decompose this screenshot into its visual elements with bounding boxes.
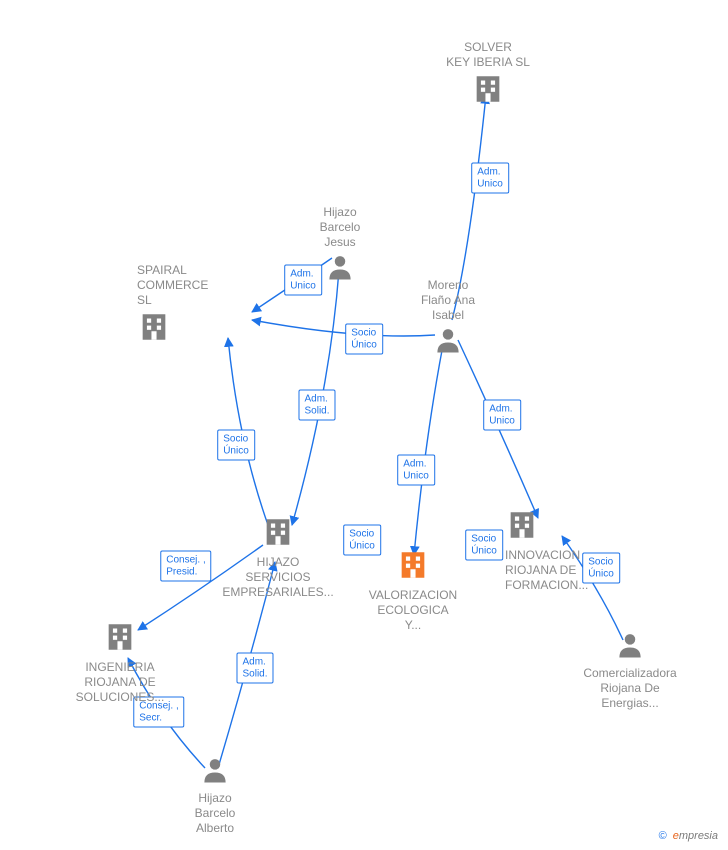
node-label: VALORIZACION ECOLOGICA Y... bbox=[353, 588, 473, 633]
person-node-hijazo_jesus[interactable]: Hijazo Barcelo Jesus bbox=[280, 205, 400, 286]
edges-layer bbox=[0, 0, 728, 850]
building-icon bbox=[471, 95, 505, 109]
edge-label-moreno-innovacion: Adm. Unico bbox=[483, 400, 521, 431]
edge-label-moreno-valorizacion: Adm. Unico bbox=[397, 455, 435, 486]
company-node-hijazo_serv[interactable]: HIJAZO SERVICIOS EMPRESARIALES... bbox=[218, 515, 338, 600]
company-node-spairal[interactable]: SPAIRAL COMMERCE SL bbox=[137, 263, 257, 348]
edge-label-moreno-solver: Adm. Unico bbox=[471, 163, 509, 194]
node-label: Hijazo Barcelo Alberto bbox=[155, 791, 275, 836]
node-label: INGENIERIA RIOJANA DE SOLUCIONES... bbox=[60, 660, 180, 705]
diagram-canvas: Adm. Unico Adm. Unico Socio Único Adm. Soli… bbox=[0, 0, 728, 850]
building-icon bbox=[505, 531, 539, 545]
node-label: SOLVER KEY IBERIA SL bbox=[428, 40, 548, 70]
company-node-solver[interactable]: SOLVER KEY IBERIA SL bbox=[428, 40, 548, 110]
node-label: INNOVACION RIOJANA DE FORMACION... bbox=[505, 548, 625, 593]
building-icon bbox=[261, 538, 295, 552]
edge-label-hijazo_serv-spairal: Socio Único bbox=[217, 430, 255, 461]
building-icon bbox=[103, 643, 137, 657]
brand: empresia bbox=[673, 830, 718, 842]
node-label: HIJAZO SERVICIOS EMPRESARIALES... bbox=[218, 555, 338, 600]
edge-moreno-valorizacion bbox=[414, 345, 443, 555]
copyright-symbol: © bbox=[659, 830, 667, 842]
edge-label-hijazo_serv-ingenieria: Consej. , Presid. bbox=[160, 551, 211, 582]
node-label: SPAIRAL COMMERCE SL bbox=[137, 263, 257, 308]
edge-label-moreno-spairal: Socio Único bbox=[345, 324, 383, 355]
copyright: © empresia bbox=[659, 830, 718, 842]
person-node-comercial[interactable]: Comercializadora Riojana De Energias... bbox=[570, 630, 690, 711]
person-node-hijazo_alb[interactable]: Hijazo Barcelo Alberto bbox=[155, 755, 275, 836]
person-node-moreno[interactable]: Moreno Flaño Ana Isabel bbox=[388, 278, 508, 359]
node-label: Hijazo Barcelo Jesus bbox=[280, 205, 400, 250]
company-node-ingenieria[interactable]: INGENIERIA RIOJANA DE SOLUCIONES... bbox=[60, 620, 180, 705]
node-label: Comercializadora Riojana De Energias... bbox=[570, 666, 690, 711]
person-icon bbox=[433, 344, 463, 358]
edge-label-hijazo_jesus-hijazo_serv: Adm. Solid. bbox=[298, 390, 335, 421]
company-node-innovacion[interactable]: INNOVACION RIOJANA DE FORMACION... bbox=[505, 508, 625, 593]
building-icon bbox=[137, 333, 171, 347]
edge-label-hijazo_alb-hijazo_serv: Adm. Solid. bbox=[236, 653, 273, 684]
person-icon bbox=[200, 774, 230, 788]
company-node-valorizacion[interactable]: VALORIZACION ECOLOGICA Y... bbox=[353, 548, 473, 633]
person-icon bbox=[615, 649, 645, 663]
node-label: Moreno Flaño Ana Isabel bbox=[388, 278, 508, 323]
person-icon bbox=[325, 271, 355, 285]
building-icon bbox=[396, 571, 430, 585]
